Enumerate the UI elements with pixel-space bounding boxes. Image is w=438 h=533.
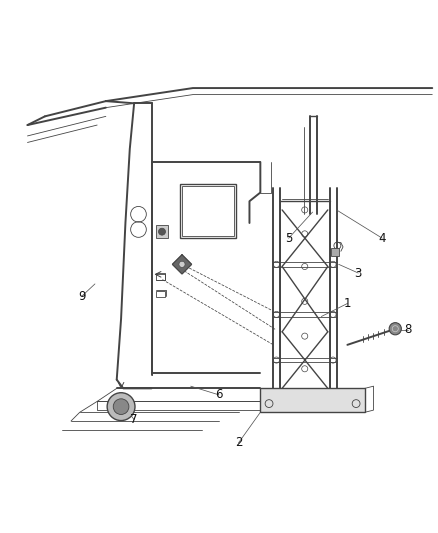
Polygon shape (173, 255, 191, 274)
Text: 5: 5 (285, 232, 292, 245)
Bar (180, 184, 237, 238)
Text: 3: 3 (355, 266, 362, 279)
Text: 9: 9 (78, 289, 86, 303)
Text: 7: 7 (131, 413, 138, 426)
Bar (331, 248, 339, 256)
Circle shape (113, 399, 129, 415)
Text: 2: 2 (235, 437, 242, 449)
Circle shape (179, 261, 185, 268)
Bar (182, 186, 234, 236)
Text: 6: 6 (215, 389, 223, 401)
Text: 4: 4 (378, 232, 386, 245)
Bar (156, 291, 165, 297)
Bar (156, 225, 168, 238)
Circle shape (159, 228, 166, 235)
Bar (156, 274, 165, 280)
Text: 1: 1 (344, 297, 351, 310)
Text: 8: 8 (405, 323, 412, 336)
Circle shape (389, 322, 401, 335)
Polygon shape (260, 389, 365, 413)
Circle shape (107, 393, 135, 421)
